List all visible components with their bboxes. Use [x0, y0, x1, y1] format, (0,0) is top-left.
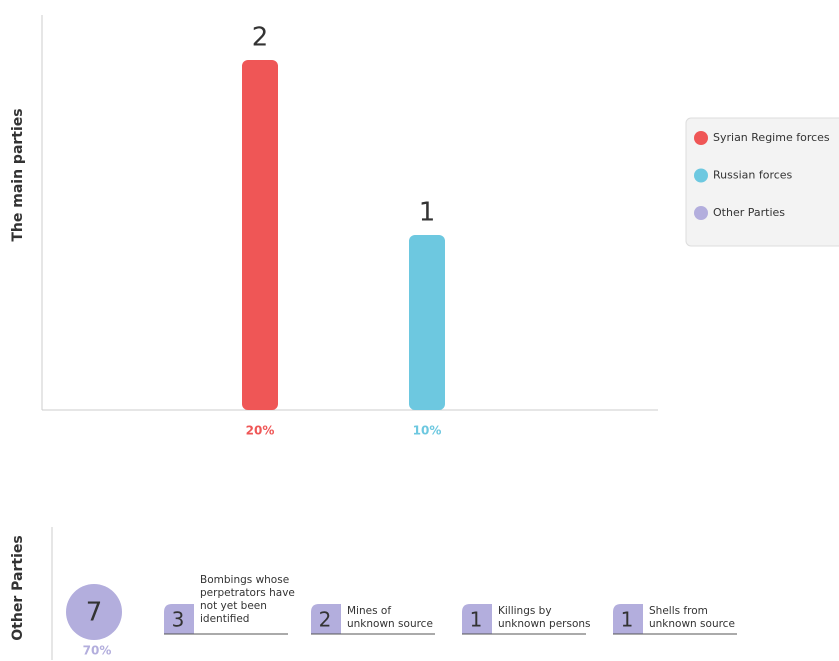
legend-label: Other Parties	[713, 206, 785, 219]
total-circle	[66, 584, 122, 640]
item-badge	[462, 604, 492, 634]
item-badge	[613, 604, 643, 634]
legend-box	[685, 117, 839, 247]
legend-swatch	[694, 206, 708, 220]
item-label: Bombings whose	[200, 574, 289, 586]
item-label: perpetrators have	[200, 587, 295, 599]
legend-swatch	[694, 168, 708, 183]
bar	[242, 60, 278, 410]
item-badge	[164, 604, 194, 634]
share-label: 20%	[246, 424, 275, 438]
item-value: 2	[319, 608, 332, 632]
item-label: Shells from	[649, 605, 708, 617]
legend-label: Syrian Regime forces	[713, 131, 830, 144]
value-label: 1	[419, 198, 436, 228]
item-value: 3	[172, 608, 185, 632]
legend-swatch	[694, 131, 708, 145]
item-value: 1	[621, 608, 634, 632]
item-badge	[311, 604, 341, 634]
item-label: Mines of	[347, 605, 391, 617]
value-label: 2	[252, 23, 269, 53]
item-label: Killings by	[498, 605, 552, 617]
item-label: not yet been	[200, 600, 267, 612]
item-label: unknown source	[347, 618, 433, 630]
item-label: unknown persons	[498, 618, 591, 630]
share-label: 10%	[413, 424, 442, 438]
item-value: 1	[470, 608, 483, 632]
bar	[409, 235, 445, 410]
item-label: identified	[200, 613, 249, 625]
total-label: 7	[86, 598, 103, 628]
total-share: 70%	[83, 644, 112, 658]
legend-label: Russian forces	[713, 169, 793, 182]
other-label: Other Parties	[10, 535, 26, 640]
item-label: unknown source	[649, 618, 735, 630]
y-axis-label: The main parties	[10, 108, 26, 241]
